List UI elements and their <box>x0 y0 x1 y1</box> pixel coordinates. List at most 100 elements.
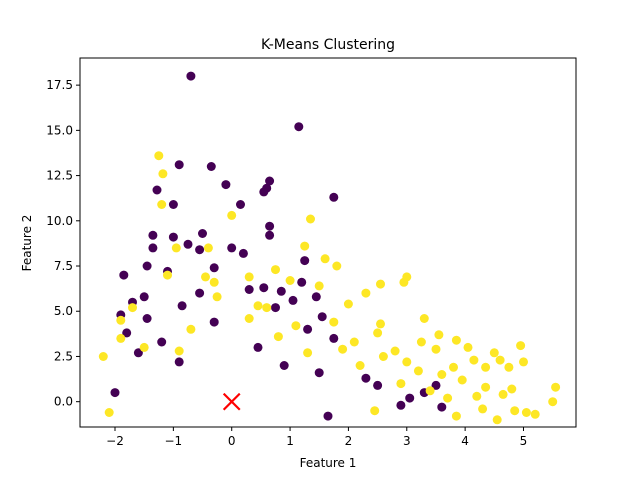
cluster-0-point <box>206 162 216 171</box>
cluster-1-point <box>332 261 342 271</box>
y-tick-label: 7.5 <box>54 259 73 273</box>
cluster-1-point <box>495 355 505 365</box>
cluster-1-point <box>104 408 114 417</box>
cluster-1-point <box>551 382 561 392</box>
cluster-0-point <box>288 295 298 305</box>
cluster-1-point <box>449 362 458 372</box>
cluster-0-point <box>209 317 219 327</box>
cluster-0-point <box>148 230 158 240</box>
cluster-0-point <box>183 239 193 249</box>
cluster-1-point <box>510 406 520 416</box>
chart-title: K-Means Clustering <box>261 37 395 53</box>
cluster-1-point <box>201 272 210 282</box>
cluster-1-point <box>376 319 385 329</box>
cluster-0-point <box>177 301 187 311</box>
cluster-0-point <box>152 185 162 195</box>
cluster-1-point <box>157 200 167 209</box>
cluster-0-point <box>148 243 158 253</box>
cluster-0-point <box>174 357 184 367</box>
y-tick-label: 0.0 <box>54 395 73 409</box>
cluster-1-point <box>451 335 461 345</box>
cluster-1-point <box>262 303 272 313</box>
cluster-1-point <box>469 355 479 365</box>
cluster-1-point <box>349 337 359 347</box>
cluster-0-point <box>265 221 275 231</box>
cluster-0-point <box>259 187 269 197</box>
cluster-1-point <box>171 243 181 253</box>
cluster-1-point <box>530 409 540 419</box>
cluster-1-point <box>521 408 531 417</box>
cluster-1-point <box>355 361 365 370</box>
cluster-1-point <box>463 342 473 352</box>
x-tick-label: 4 <box>461 434 469 448</box>
cluster-0-point <box>174 160 184 170</box>
cluster-1-point <box>163 270 172 280</box>
cluster-1-point <box>186 324 196 334</box>
cluster-1-point <box>253 301 263 311</box>
cluster-1-point <box>425 386 435 396</box>
cluster-0-point <box>396 400 406 410</box>
x-axis: −2 −1 0 1 2 3 4 5 <box>106 427 527 448</box>
cluster-1-point <box>504 362 514 372</box>
cluster-1-point <box>98 352 108 361</box>
cluster-1-point <box>212 292 222 302</box>
cluster-0-point <box>303 324 313 334</box>
cluster-0-point <box>110 388 120 398</box>
cluster-0-point <box>317 312 327 322</box>
cluster-0-point <box>122 328 132 338</box>
cluster-1-point <box>451 411 461 421</box>
y-tick-label: 10.0 <box>46 214 73 228</box>
y-tick-label: 15.0 <box>46 123 73 137</box>
cluster-0-point <box>437 402 447 412</box>
cluster-1-point <box>507 384 517 394</box>
y-tick-label: 12.5 <box>46 169 73 183</box>
cluster-1-point <box>437 370 447 379</box>
centroid-1-marker <box>223 392 241 411</box>
cluster-1-point <box>416 337 426 347</box>
cluster-1-point <box>396 379 406 389</box>
cluster-1-point <box>314 281 324 291</box>
cluster-1-point <box>478 404 488 414</box>
cluster-1-point <box>431 344 441 354</box>
cluster-0-point <box>142 314 152 323</box>
y-axis: 0.0 2.5 5.0 7.5 10.0 12.5 15.0 17.5 <box>46 78 80 409</box>
cluster-0-point <box>431 380 441 390</box>
cluster-1-point <box>285 276 295 285</box>
cluster-1-point <box>329 317 339 327</box>
x-tick-label: −2 <box>106 434 124 448</box>
cluster-0-point <box>297 277 307 287</box>
cluster-0-point <box>236 200 245 209</box>
cluster-0-point <box>405 393 415 403</box>
cluster-1-point <box>300 241 310 251</box>
cluster-1-point <box>338 344 348 354</box>
cluster-1-point <box>378 352 388 361</box>
cluster-1-point <box>244 272 254 282</box>
cluster-0-point <box>195 288 205 298</box>
cluster-0-point <box>294 122 304 132</box>
cluster-1-point <box>548 397 558 407</box>
y-tick-label: 2.5 <box>54 349 73 363</box>
cluster-0-point <box>276 286 286 296</box>
cluster-1-point <box>116 333 126 343</box>
cluster-1-point <box>227 210 237 220</box>
cluster-1-point <box>320 254 330 264</box>
cluster-0-point <box>259 283 269 293</box>
cluster-0-point <box>253 342 263 352</box>
cluster-0-point <box>195 245 205 255</box>
cluster-1-point <box>413 366 423 376</box>
cluster-1-point <box>128 303 137 313</box>
cluster-1-point <box>303 348 313 358</box>
cluster-0-point <box>168 232 178 242</box>
centroid-layer <box>223 392 241 411</box>
cluster-0-point <box>139 292 149 302</box>
cluster-0-point <box>323 411 333 421</box>
y-axis-label: Feature 2 <box>20 215 34 272</box>
points-layer <box>98 71 561 425</box>
cluster-0-point <box>133 348 143 358</box>
x-tick-label: 3 <box>403 434 411 448</box>
cluster-0-point <box>329 192 339 202</box>
cluster-1-point <box>273 332 283 342</box>
cluster-1-point <box>343 299 353 309</box>
cluster-1-point <box>516 341 526 351</box>
